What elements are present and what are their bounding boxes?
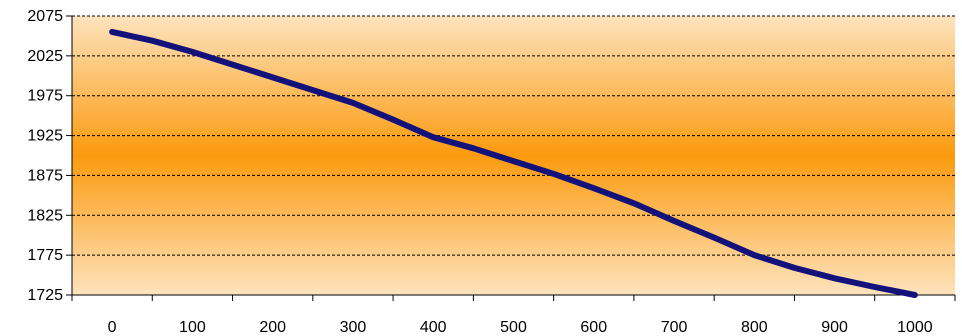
y-tick-label: 1775 <box>27 247 63 264</box>
x-tick-label: 100 <box>179 319 206 336</box>
axes <box>71 16 955 296</box>
x-tick-label: 400 <box>420 319 447 336</box>
x-tick-label: 300 <box>340 319 367 336</box>
ticks <box>66 15 956 301</box>
x-tick-label: 1000 <box>897 319 933 336</box>
y-tick-label: 2075 <box>27 8 63 25</box>
x-tick-label: 200 <box>259 319 286 336</box>
x-tick-label: 800 <box>741 319 768 336</box>
y-tick-label: 1925 <box>27 128 63 145</box>
x-tick-label: 700 <box>661 319 688 336</box>
y-tick-label: 1875 <box>27 167 63 184</box>
x-tick-label: 500 <box>500 319 527 336</box>
gridlines <box>72 15 955 256</box>
tick-labels: 1725 1775 1825 1875 1925 1975 2025 2075 0 100 200 3… <box>27 8 932 336</box>
y-tick-label: 1825 <box>27 207 63 224</box>
y-tick-label: 1975 <box>27 88 63 105</box>
series <box>109 28 918 298</box>
series-line <box>109 28 918 298</box>
y-tick-label: 2025 <box>27 48 63 65</box>
y-tick-label: 1725 <box>27 287 63 304</box>
x-tick-label: 600 <box>580 319 607 336</box>
x-tick-label: 900 <box>821 319 848 336</box>
x-tick-label: 0 <box>108 319 117 336</box>
